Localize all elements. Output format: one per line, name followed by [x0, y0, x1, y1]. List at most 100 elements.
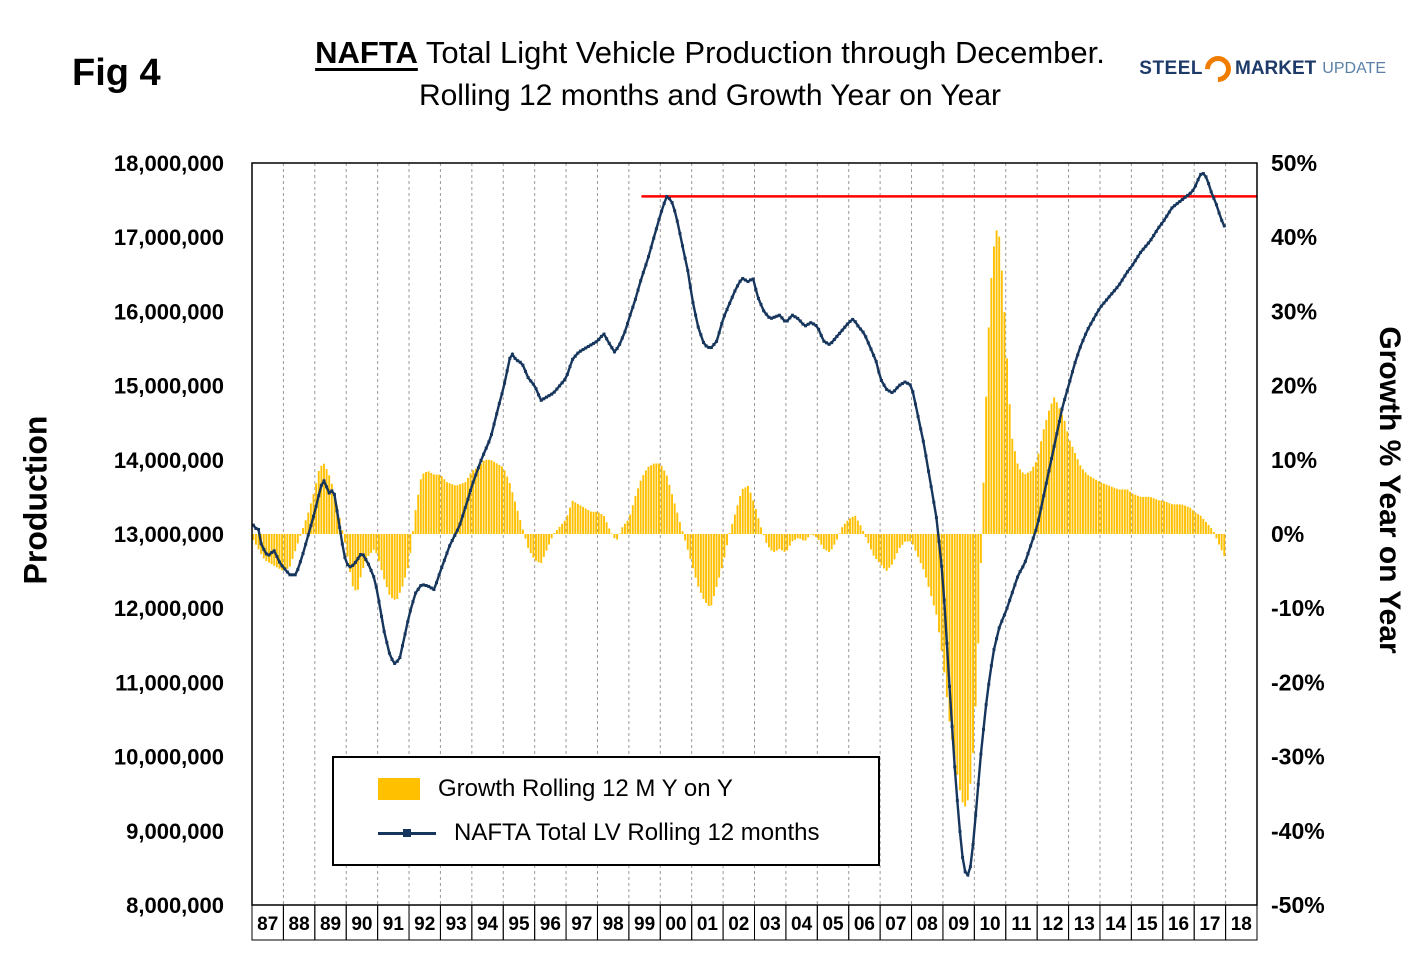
production-marker — [571, 357, 575, 361]
growth-bar — [843, 523, 846, 534]
growth-bar — [781, 534, 783, 551]
growth-bar — [1152, 498, 1155, 534]
production-marker — [1146, 241, 1150, 245]
left-axis-tick: 18,000,000 — [114, 151, 224, 176]
growth-bar — [275, 534, 278, 568]
production-marker — [421, 583, 425, 587]
growth-bar — [561, 523, 564, 534]
production-marker — [1193, 184, 1197, 188]
production-marker — [403, 632, 407, 636]
left-axis-tick: 14,000,000 — [114, 448, 224, 473]
x-axis-tick: 93 — [446, 914, 467, 935]
production-marker — [641, 271, 645, 275]
growth-bar — [579, 505, 582, 534]
x-axis-tick: 94 — [477, 914, 499, 935]
growth-bar — [909, 534, 912, 542]
production-marker — [1188, 191, 1192, 195]
growth-bar — [432, 474, 435, 534]
production-marker — [264, 552, 268, 556]
production-marker — [730, 295, 734, 299]
growth-bar — [951, 534, 954, 740]
growth-bar — [652, 463, 655, 534]
production-marker — [908, 383, 912, 387]
growth-bar — [697, 534, 700, 587]
x-axis-tick: 89 — [320, 914, 341, 935]
production-marker — [848, 319, 852, 323]
production-marker — [400, 644, 404, 648]
production-marker — [1055, 432, 1059, 436]
growth-bar — [1055, 402, 1058, 534]
production-marker — [633, 297, 637, 301]
production-marker — [1023, 559, 1027, 563]
production-marker — [309, 524, 313, 528]
growth-bar — [828, 534, 831, 553]
growth-bar — [1011, 438, 1014, 534]
production-marker — [811, 322, 815, 326]
growth-bar — [961, 534, 964, 803]
production-marker — [887, 389, 891, 393]
growth-bar — [1027, 472, 1029, 534]
production-series-marker — [403, 829, 411, 838]
production-marker — [911, 390, 915, 394]
production-marker — [738, 279, 742, 283]
production-marker — [435, 581, 439, 585]
production-marker — [393, 661, 397, 665]
production-marker — [1107, 295, 1111, 299]
growth-bar — [783, 534, 786, 552]
production-marker — [1131, 263, 1135, 267]
production-marker — [346, 563, 350, 567]
production-marker — [476, 466, 480, 470]
growth-series-swatch — [378, 777, 420, 800]
growth-bar — [1184, 505, 1186, 534]
growth-bar — [610, 533, 613, 535]
production-marker — [340, 542, 344, 546]
growth-bar — [747, 485, 749, 534]
production-marker — [594, 340, 598, 344]
growth-bar — [1084, 472, 1087, 534]
growth-bar — [676, 512, 679, 534]
growth-bar — [1045, 419, 1048, 534]
growth-bar — [1163, 501, 1166, 534]
growth-bar — [699, 534, 702, 593]
growth-bar — [563, 520, 566, 534]
production-marker — [995, 637, 999, 641]
production-marker — [437, 573, 441, 577]
x-axis-tick: 05 — [822, 914, 844, 935]
growth-bar — [317, 470, 320, 534]
production-marker — [406, 620, 410, 624]
growth-bar — [1202, 518, 1205, 534]
growth-bar — [1197, 514, 1200, 534]
production-marker — [280, 564, 284, 568]
production-marker — [489, 432, 493, 436]
production-marker — [709, 346, 713, 350]
growth-bar — [736, 505, 739, 534]
growth-bar — [456, 485, 459, 534]
growth-bar — [870, 534, 872, 550]
production-marker — [694, 313, 698, 317]
production-marker — [864, 335, 868, 339]
growth-bar — [372, 534, 375, 550]
growth-bar — [1144, 496, 1147, 534]
growth-bar — [393, 534, 396, 600]
growth-bar — [1178, 504, 1181, 534]
growth-bar — [519, 520, 522, 534]
production-marker — [1186, 193, 1190, 197]
production-marker — [767, 315, 771, 319]
production-marker — [322, 479, 326, 483]
right-axis-tick: 20% — [1271, 373, 1317, 399]
production-marker — [1159, 222, 1163, 226]
production-marker — [688, 285, 692, 289]
growth-bar — [542, 534, 545, 557]
growth-bar — [644, 470, 647, 534]
growth-bar — [613, 534, 616, 539]
production-marker — [647, 255, 651, 259]
growth-bar — [1223, 534, 1226, 557]
growth-bar — [592, 511, 595, 534]
production-marker — [992, 647, 996, 651]
growth-bar — [854, 515, 857, 534]
production-marker — [537, 393, 541, 397]
growth-bar — [398, 534, 401, 593]
production-marker — [783, 319, 787, 323]
growth-bar — [856, 520, 859, 534]
growth-bar — [1110, 486, 1113, 534]
